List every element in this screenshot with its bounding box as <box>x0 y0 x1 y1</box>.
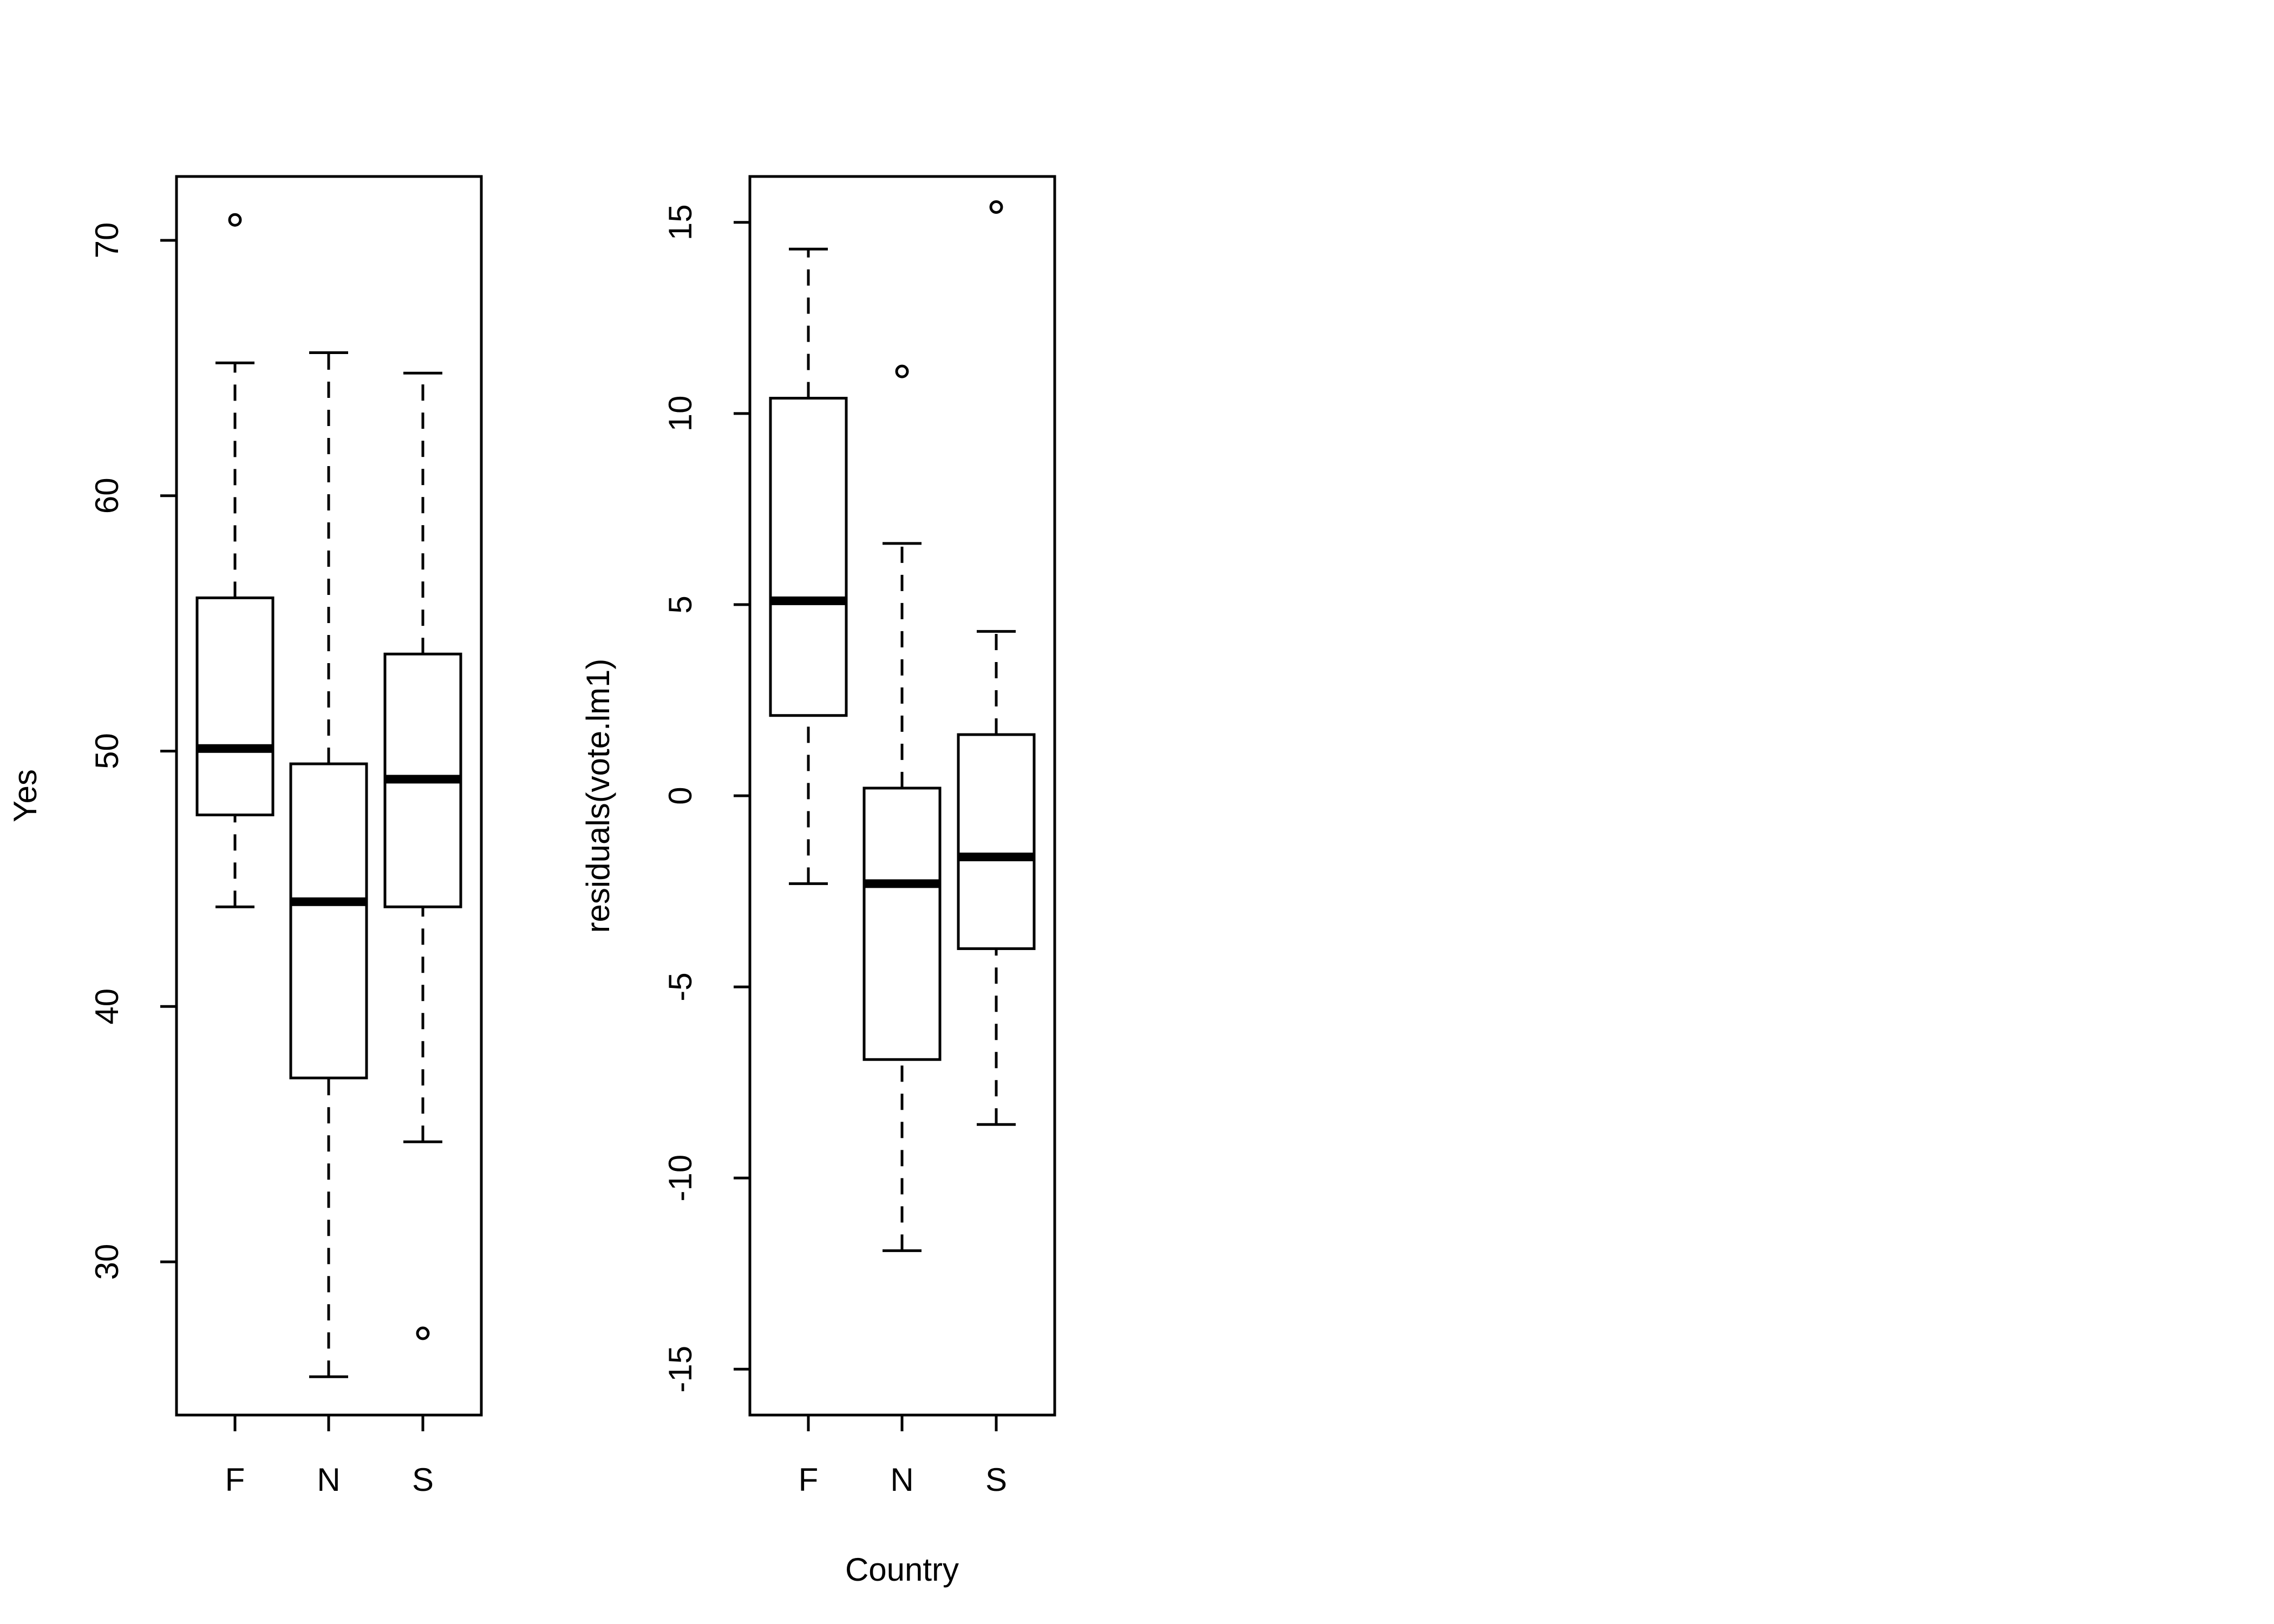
outlier-point <box>416 1326 430 1340</box>
box-S <box>957 200 1036 1126</box>
x-tick-label: S <box>412 1462 434 1498</box>
y-tick-label: -15 <box>662 1346 698 1393</box>
y-tick-label: 70 <box>89 222 125 259</box>
box-N <box>289 351 368 1378</box>
box-S <box>383 371 462 1340</box>
y-tick-label: -10 <box>662 1155 698 1202</box>
box-F <box>195 213 275 908</box>
y-tick-label: 40 <box>89 988 125 1025</box>
x-tick-label: F <box>799 1462 819 1498</box>
box-F <box>769 247 848 885</box>
iqr-box <box>195 596 275 816</box>
x-axis-label: Country <box>845 1551 959 1588</box>
y-axis-label: residuals(vote.lm1) <box>580 659 616 933</box>
box-N <box>862 364 942 1252</box>
x-tick-label: F <box>225 1462 245 1498</box>
iqr-box <box>289 762 368 1079</box>
yes-boxplot-panel: 30 40 50 60 70 F N S Yes <box>7 175 483 1498</box>
iqr-box <box>957 733 1036 950</box>
y-tick-label: 50 <box>89 733 125 769</box>
boxes <box>769 200 1036 1252</box>
y-axis: 30 40 50 60 70 <box>89 222 177 1280</box>
residuals-boxplot-panel: -15 -10 -5 0 5 10 15 F N S residuals(vote.lm1) C… <box>580 175 1056 1588</box>
outlier-point <box>228 213 242 227</box>
y-tick-label: -5 <box>662 972 698 1001</box>
outlier-point <box>989 200 1003 214</box>
y-axis: -15 -10 -5 0 5 10 15 <box>662 204 750 1393</box>
y-tick-label: 5 <box>662 595 698 613</box>
boxes <box>195 213 462 1378</box>
x-tick-label: S <box>985 1462 1007 1498</box>
outlier-point <box>895 364 909 378</box>
y-axis-label: Yes <box>7 769 43 822</box>
y-tick-label: 30 <box>89 1244 125 1280</box>
y-tick-label: 60 <box>89 477 125 514</box>
x-tick-label: N <box>317 1462 340 1498</box>
iqr-box <box>862 787 942 1061</box>
y-tick-label: 15 <box>662 204 698 240</box>
x-tick-label: N <box>890 1462 913 1498</box>
y-tick-label: 0 <box>662 787 698 804</box>
iqr-box <box>769 397 848 717</box>
y-tick-label: 10 <box>662 395 698 431</box>
